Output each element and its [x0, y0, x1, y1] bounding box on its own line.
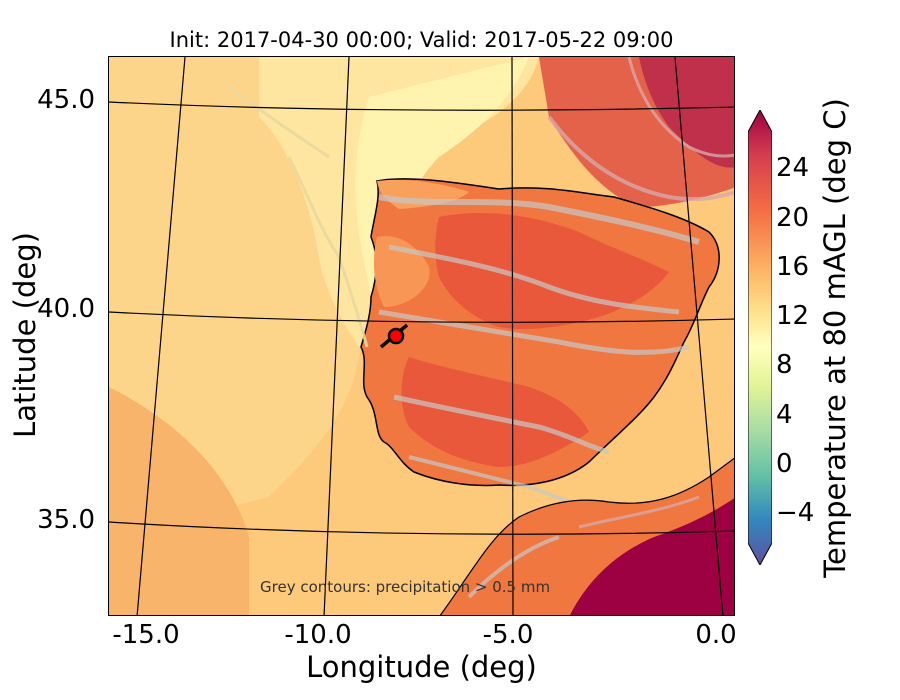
southwest-sea [109, 387, 249, 615]
precip-contour [467, 535, 560, 599]
precip-contour [578, 495, 700, 529]
sea-contour [287, 156, 369, 348]
precip-contour [378, 194, 700, 245]
x-axis-label: Longitude (deg) [306, 650, 537, 684]
x-tick-label: -5.0 [482, 620, 534, 650]
colorbar-tick: −4 [776, 498, 815, 528]
longitude-line-5 [511, 57, 514, 615]
y-tick-label: 40.0 [37, 294, 95, 324]
sea-contour [228, 85, 330, 159]
y-tick-label: 45.0 [37, 85, 95, 115]
colorbar-tick: 8 [776, 350, 793, 380]
latitude-line-35 [109, 521, 734, 535]
coolest-sea-region [355, 57, 529, 306]
precip-contour [393, 394, 610, 455]
precip-contour [388, 244, 680, 315]
y-axis-label: Latitude (deg) [8, 232, 42, 438]
x-tick-label: -10.0 [284, 620, 352, 650]
south-hot-region [401, 357, 589, 467]
colorbar-tick: 16 [776, 252, 810, 282]
y-tick-label: 35.0 [37, 505, 95, 535]
precip-contour [547, 115, 734, 202]
x-tick-label: -15.0 [112, 620, 180, 650]
figure-title: Init: 2017-04-30 00:00; Valid: 2017-05-2… [169, 28, 674, 52]
africa-hot-region [570, 498, 734, 615]
colorbar-tick: 4 [776, 400, 793, 430]
contour-note: Grey contours: precipitation > 0.5 mm [260, 578, 551, 596]
colorbar-fill [748, 110, 772, 565]
central-hot-region [435, 212, 669, 329]
site-marker [387, 327, 405, 345]
longitude-line-15 [136, 57, 186, 615]
colorbar-tick: 24 [776, 153, 810, 183]
colorbar-tick: 20 [776, 203, 810, 233]
x-tick-label: 0.0 [695, 620, 737, 650]
longitude-line-10 [323, 57, 350, 615]
map-panel [108, 56, 735, 616]
colorbar [748, 110, 772, 565]
precip-contour [378, 309, 690, 355]
latitude-line-45 [109, 101, 734, 111]
map-canvas [109, 57, 734, 615]
precip-contour [627, 57, 734, 158]
longitude-line-0 [674, 57, 724, 615]
colorbar-tick: 12 [776, 301, 810, 331]
colorbar-label: Temperature at 80 mAGL (deg C) [818, 98, 852, 578]
france-hot-region [639, 57, 734, 168]
colorbar-tick: 0 [776, 449, 793, 479]
latitude-line-40 [109, 311, 734, 323]
